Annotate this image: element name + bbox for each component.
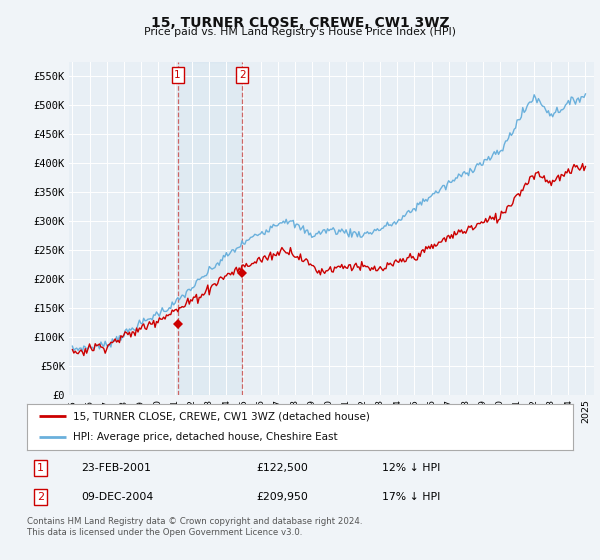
Bar <box>178 62 242 395</box>
Text: 1: 1 <box>37 463 44 473</box>
Text: 23-FEB-2001: 23-FEB-2001 <box>82 463 151 473</box>
Text: This data is licensed under the Open Government Licence v3.0.: This data is licensed under the Open Gov… <box>27 528 302 537</box>
Text: 2: 2 <box>239 70 245 80</box>
Text: 17% ↓ HPI: 17% ↓ HPI <box>382 492 440 502</box>
Text: HPI: Average price, detached house, Cheshire East: HPI: Average price, detached house, Ches… <box>73 432 338 442</box>
Text: 15, TURNER CLOSE, CREWE, CW1 3WZ: 15, TURNER CLOSE, CREWE, CW1 3WZ <box>151 16 449 30</box>
Text: 2: 2 <box>37 492 44 502</box>
Text: Price paid vs. HM Land Registry's House Price Index (HPI): Price paid vs. HM Land Registry's House … <box>144 27 456 38</box>
Text: £122,500: £122,500 <box>256 463 308 473</box>
Text: 15, TURNER CLOSE, CREWE, CW1 3WZ (detached house): 15, TURNER CLOSE, CREWE, CW1 3WZ (detach… <box>73 411 370 421</box>
Text: Contains HM Land Registry data © Crown copyright and database right 2024.: Contains HM Land Registry data © Crown c… <box>27 517 362 526</box>
Text: 09-DEC-2004: 09-DEC-2004 <box>82 492 154 502</box>
Text: 1: 1 <box>174 70 181 80</box>
Text: 12% ↓ HPI: 12% ↓ HPI <box>382 463 440 473</box>
Text: £209,950: £209,950 <box>256 492 308 502</box>
